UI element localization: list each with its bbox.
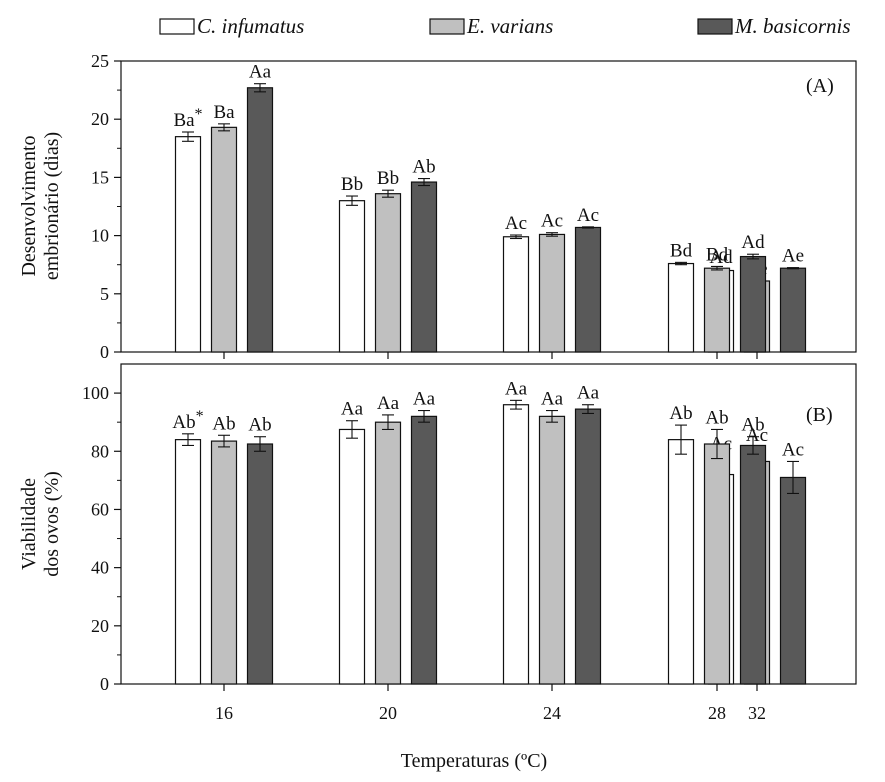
- bar-1-0-2: [502, 404, 530, 685]
- bar-1-2-2: [574, 408, 602, 685]
- legend-swatch-2: [697, 18, 733, 35]
- bar-label-1-2-0: Ab: [248, 415, 271, 436]
- bar-label-0-0-0: Ba*: [173, 106, 202, 131]
- x-tick-label-2: 24: [543, 703, 561, 723]
- y-tick-label-1-1: 20: [91, 616, 109, 636]
- significance-star: *: [195, 106, 203, 123]
- bar-0-2-0: [246, 87, 274, 353]
- bar-0-0-0: [174, 136, 202, 353]
- bar-0-1-1: [374, 193, 402, 353]
- legend-label-2: M. basicornis: [734, 14, 851, 38]
- y-tick-label-0-4: 20: [91, 109, 109, 129]
- bar-1-1-1: [374, 421, 402, 685]
- bar-label-0-2-4: Ae: [782, 246, 804, 267]
- bar-0-2-3: [739, 255, 767, 353]
- bar-0-2-1: [410, 181, 438, 353]
- bar-0-2-4: [779, 267, 807, 353]
- y-axis-title-0-0: Desenvolvimento: [18, 135, 40, 276]
- bar-1-1-3: [703, 443, 731, 685]
- legend-swatch-0: [159, 18, 195, 35]
- x-tick-label-0: 16: [215, 703, 233, 723]
- bar-label-0-1-0: Ba: [213, 102, 235, 123]
- bar-label-0-1-1: Bb: [377, 168, 399, 189]
- bar-label-0-0-3: Bd: [670, 240, 693, 261]
- x-tick-label-4: 32: [748, 703, 766, 723]
- x-axis-title: Temperaturas (ºC): [401, 750, 547, 772]
- bar-label-1-1-4: Ac: [746, 425, 768, 446]
- bar-0-1-3: [703, 267, 731, 353]
- bar-1-0-1: [338, 428, 366, 685]
- y-tick-label-1-3: 60: [91, 499, 109, 519]
- bar-label-1-0-2: Aa: [505, 378, 528, 399]
- plot-frame-1: [120, 363, 857, 685]
- bar-label-1-1-0: Ab: [212, 413, 235, 434]
- y-tick-label-0-2: 10: [91, 226, 109, 246]
- bar-label-0-2-3: Ad: [741, 232, 765, 253]
- legend-swatch-1: [429, 18, 465, 35]
- y-tick-label-1-4: 80: [91, 441, 109, 461]
- bar-1-2-4: [779, 476, 807, 685]
- bar-1-2-3: [739, 444, 767, 685]
- x-tick-label-1: 20: [379, 703, 397, 723]
- y-axis-title-0-1: embrionário (dias): [41, 132, 63, 280]
- y-tick-label-0-3: 15: [91, 167, 109, 187]
- bar-label-0-2-1: Ab: [412, 157, 435, 178]
- bar-label-1-2-1: Aa: [413, 389, 436, 410]
- bar-1-1-0: [210, 440, 238, 685]
- bar-label-1-1-2: Aa: [541, 389, 564, 410]
- panel-b: 0 20 40 60 80 100 Viabilidade dos ovos (%) (B) 16…: [18, 363, 857, 723]
- panel-tag-0: (A): [806, 75, 834, 97]
- bar-label-0-0-1: Bb: [341, 174, 363, 195]
- bar-0-0-2: [502, 236, 530, 353]
- bar-1-2-1: [410, 415, 438, 685]
- bar-label-1-0-0: Ab*: [172, 408, 203, 433]
- bar-1-1-2: [538, 415, 566, 685]
- x-tick-label-3: 28: [708, 703, 726, 723]
- y-tick-label-0-0: 0: [100, 342, 109, 362]
- y-axis-title-1-0: Viabilidade: [18, 478, 40, 570]
- y-tick-label-0-1: 5: [100, 284, 109, 304]
- bar-label-0-2-2: Ac: [577, 205, 599, 226]
- y-tick-label-1-0: 0: [100, 674, 109, 694]
- bar-label-0-2-0: Aa: [249, 62, 272, 83]
- bar-0-1-2: [538, 233, 566, 353]
- bar-1-0-3: [667, 439, 695, 685]
- y-tick-label-0-5: 25: [91, 51, 109, 71]
- bar-label-1-1-1: Aa: [377, 393, 400, 414]
- y-axis-title-1-1: dos ovos (%): [41, 471, 63, 577]
- bar-0-0-1: [338, 200, 366, 353]
- bar-0-2-2: [574, 226, 602, 353]
- y-tick-label-1-5: 100: [82, 383, 109, 403]
- bar-label-1-0-1: Aa: [341, 399, 364, 420]
- legend-label-0: C. infumatus: [197, 14, 304, 38]
- bar-1-2-0: [246, 443, 274, 685]
- legend: C. infumatus E. varians M. basicornis: [159, 14, 851, 38]
- bar-label-1-0-3: Ab: [669, 403, 692, 424]
- panel-tag-1: (B): [806, 404, 833, 426]
- bar-0-1-0: [210, 126, 238, 353]
- bar-1-0-0: [174, 439, 202, 685]
- significance-star: *: [196, 408, 204, 425]
- panel-a: 0 5 10 15 20 25 Desenvolvimento embrionário (di…: [18, 51, 857, 362]
- bar-label-0-0-4: Ad: [709, 247, 733, 268]
- bar-label-0-1-3: Bd: [706, 244, 729, 265]
- legend-label-1: E. varians: [466, 14, 553, 38]
- bar-label-1-2-2: Aa: [577, 383, 600, 404]
- bar-label-1-1-3: Ab: [705, 407, 728, 428]
- bar-label-0-1-2: Ac: [541, 211, 563, 232]
- bar-label-1-2-3: Ab: [741, 415, 764, 436]
- bar-label-0-0-2: Ac: [505, 213, 527, 234]
- y-tick-label-1-2: 40: [91, 558, 109, 578]
- bar-0-0-3: [667, 262, 695, 353]
- bar-label-1-2-4: Ac: [782, 439, 804, 460]
